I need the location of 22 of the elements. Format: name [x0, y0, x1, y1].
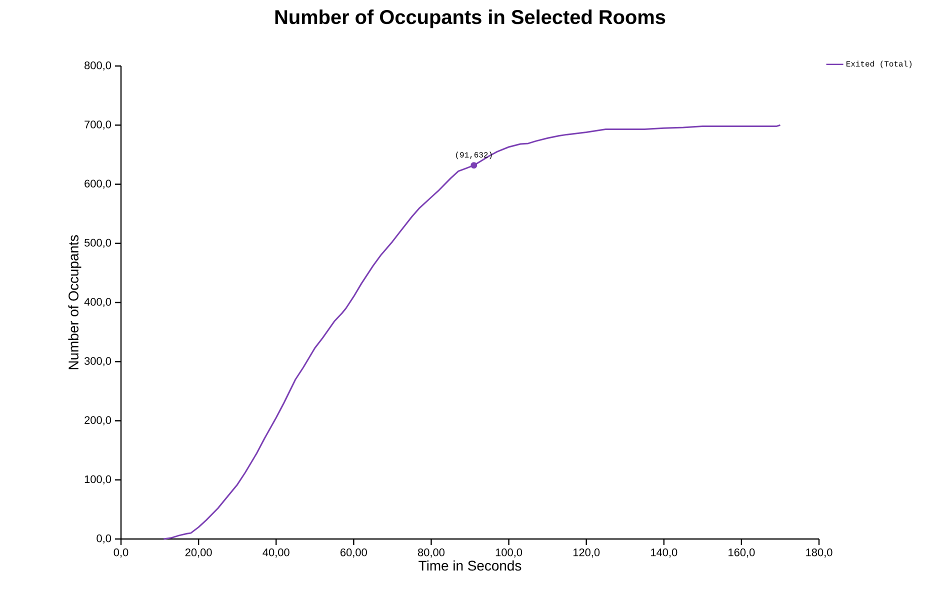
x-tick-label: 140,0 [651, 548, 678, 558]
x-tick-label: 120,0 [573, 548, 600, 558]
y-tick-label: 400,0 [84, 298, 112, 308]
y-tick-label: 100,0 [84, 475, 112, 484]
chart-title: Number of Occupants in Selected Rooms [275, 10, 666, 28]
y-axis-title: Number of Occupants [68, 235, 82, 370]
y-tick-label: 300,0 [84, 357, 112, 366]
x-tick-label: 160,0 [728, 548, 755, 558]
y-tick-label: 0,0 [96, 534, 112, 544]
x-axis-title: Time in Seconds [418, 560, 522, 571]
x-tick-label: 180,0 [806, 548, 832, 558]
x-tick-label: 20,00 [185, 548, 212, 558]
y-tick-label: 200,0 [84, 416, 112, 426]
x-tick-label: 80,00 [418, 548, 445, 558]
y-tick-label: 500,0 [84, 238, 112, 248]
y-tick-label: 600,0 [84, 180, 112, 189]
y-tick-label: 800,0 [84, 61, 112, 71]
x-tick-label: 60,00 [340, 548, 367, 558]
x-tick-label: 40,00 [262, 548, 290, 558]
x-tick-label: 0,0 [114, 548, 128, 558]
y-tick-label: 700,0 [84, 120, 112, 130]
x-tick-label: 100,0 [496, 548, 522, 558]
